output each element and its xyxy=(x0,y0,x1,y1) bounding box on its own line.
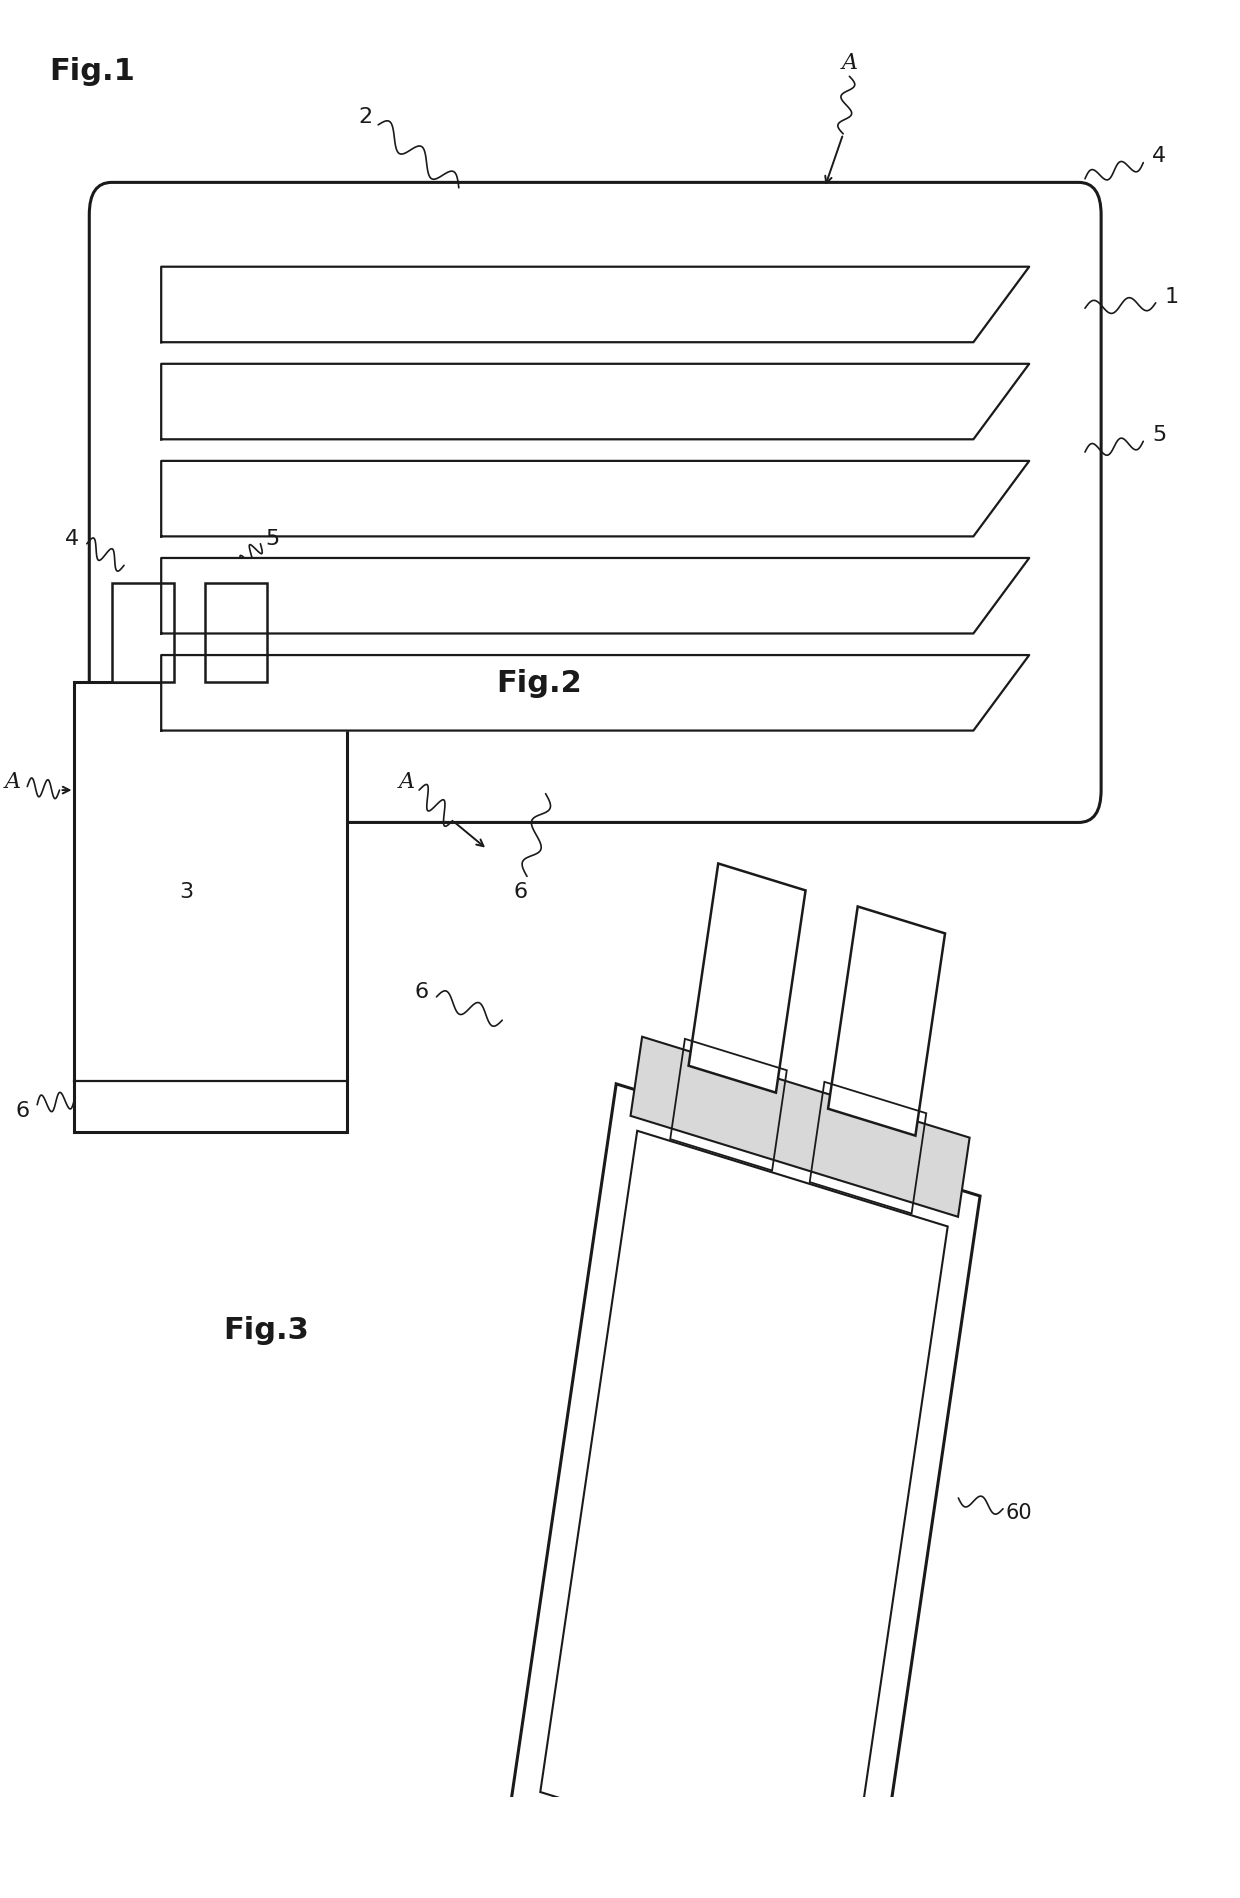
Text: 4: 4 xyxy=(1152,146,1167,167)
Bar xyxy=(205,585,267,683)
Text: A: A xyxy=(4,771,21,793)
Text: A: A xyxy=(398,771,415,793)
Polygon shape xyxy=(161,655,1029,731)
Text: 6: 6 xyxy=(414,981,429,1002)
Text: Fig.1: Fig.1 xyxy=(50,57,135,87)
Text: −: − xyxy=(739,958,758,979)
FancyBboxPatch shape xyxy=(89,184,1101,824)
Text: 5: 5 xyxy=(1152,425,1167,444)
Bar xyxy=(112,585,174,683)
Polygon shape xyxy=(161,461,1029,537)
Polygon shape xyxy=(161,268,1029,344)
Text: 3: 3 xyxy=(179,881,193,902)
Text: 60: 60 xyxy=(1006,1503,1032,1522)
Text: A: A xyxy=(841,51,858,74)
Polygon shape xyxy=(161,558,1029,634)
Polygon shape xyxy=(688,864,806,1093)
Polygon shape xyxy=(828,907,945,1137)
Text: 2: 2 xyxy=(358,106,373,127)
Text: Fig.2: Fig.2 xyxy=(496,668,582,697)
Polygon shape xyxy=(508,1084,980,1898)
Polygon shape xyxy=(161,364,1029,440)
Text: 1: 1 xyxy=(1164,287,1179,306)
Text: 5: 5 xyxy=(265,530,280,549)
Text: 4: 4 xyxy=(64,530,79,549)
Bar xyxy=(74,683,347,1131)
Text: +: + xyxy=(879,1000,898,1021)
Polygon shape xyxy=(630,1036,970,1217)
Text: 6: 6 xyxy=(15,1101,30,1120)
Text: 6: 6 xyxy=(513,881,528,902)
Text: Fig.3: Fig.3 xyxy=(223,1315,309,1344)
